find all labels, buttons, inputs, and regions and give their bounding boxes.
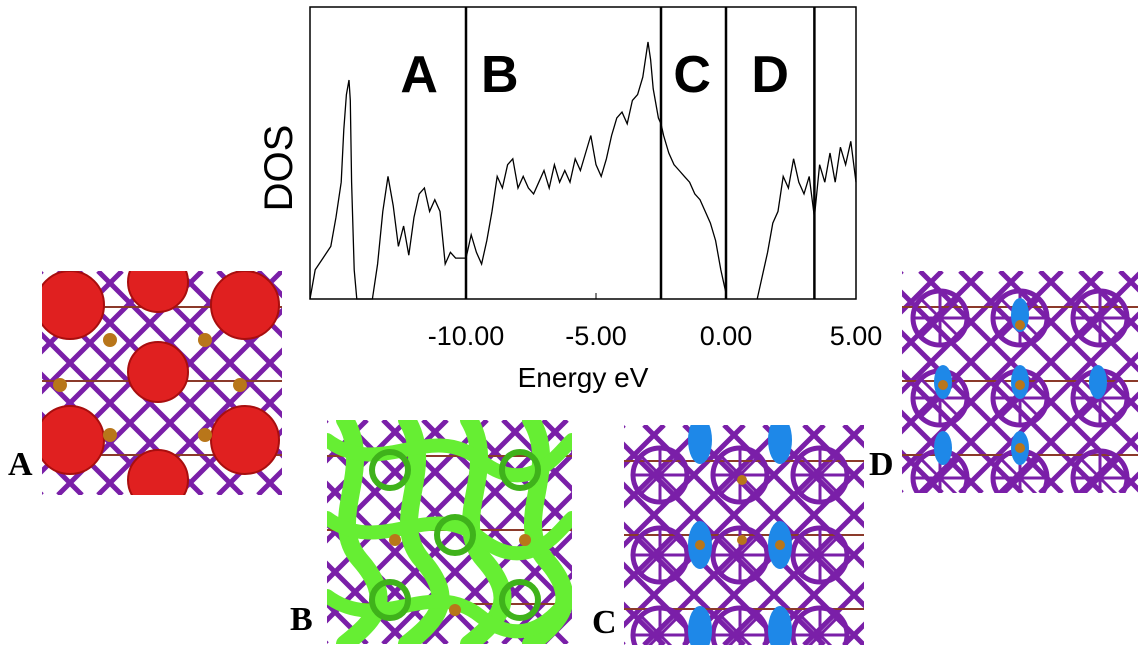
- plot-frame: [309, 6, 857, 300]
- metal-atom: [695, 540, 705, 550]
- lattice-bonds-c: [624, 425, 864, 645]
- structure-panel-c: [624, 425, 864, 645]
- y-axis-title: DOS: [257, 125, 301, 212]
- isosurface-lobe: [688, 425, 712, 464]
- isosurface-tube: [327, 589, 572, 639]
- isosurface-blob: [127, 341, 189, 403]
- isosurface-blob: [127, 271, 189, 313]
- metal-atom: [737, 535, 747, 545]
- structure-panel-b: [327, 420, 572, 644]
- isosurface-a: [42, 271, 280, 495]
- isosurface-tube: [398, 420, 450, 644]
- metal-atom: [1015, 443, 1025, 453]
- dos-series-line: [309, 41, 727, 300]
- isosurface-blob: [42, 271, 105, 340]
- region-label: A: [400, 46, 438, 104]
- metal-atom: [198, 333, 212, 347]
- x-axis-title: Energy eV: [518, 362, 649, 393]
- isosurface-d: [934, 298, 1107, 465]
- region-boundaries: [464, 7, 816, 299]
- region-label: B: [481, 46, 519, 104]
- isosurface-b: [327, 420, 572, 644]
- panel-letter-b: B: [290, 601, 313, 638]
- isosurface-lobe: [768, 425, 792, 464]
- metal-atom: [737, 475, 747, 485]
- metal-atom: [938, 380, 948, 390]
- metal-atom: [1015, 320, 1025, 330]
- isosurface-lobe: [934, 431, 952, 465]
- isosurface-lobe: [1089, 365, 1107, 399]
- x-tick-label: 0.00: [700, 321, 753, 351]
- x-tick-label: -10.00: [428, 321, 505, 351]
- metal-atom: [389, 534, 401, 546]
- metal-atom: [53, 378, 67, 392]
- metal-atom: [775, 540, 785, 550]
- isosurface-c: [688, 425, 792, 645]
- dos-series: [309, 41, 857, 300]
- dos-series-line: [756, 141, 857, 300]
- isosurface-blob: [210, 271, 280, 340]
- isosurface-lobe: [688, 606, 712, 645]
- panel-letter-c: C: [592, 604, 617, 641]
- isosurface-tube: [336, 420, 388, 644]
- metal-atom: [519, 534, 531, 546]
- isosurface-blob: [42, 405, 105, 475]
- isosurface-blob: [127, 449, 189, 495]
- structure-panel-a: [42, 271, 282, 495]
- isosurface-tube: [327, 433, 572, 483]
- region-label: C: [673, 46, 711, 104]
- metal-atom: [103, 428, 117, 442]
- panel-letter-a: A: [8, 446, 33, 483]
- x-tick-label: 5.00: [830, 321, 883, 351]
- region-label: D: [751, 46, 789, 104]
- metal-atom: [103, 333, 117, 347]
- structure-panel-d: [902, 271, 1138, 493]
- panel-letter-d: D: [869, 446, 894, 483]
- isosurface-lobe: [768, 606, 792, 645]
- metal-atom: [198, 428, 212, 442]
- metal-atom: [1015, 380, 1025, 390]
- isosurface-blob: [210, 405, 280, 475]
- metal-atom: [449, 604, 461, 616]
- x-ticks: -10.00 -5.00 0.00 5.00: [428, 293, 883, 351]
- metal-atom: [233, 378, 247, 392]
- x-tick-label: -5.00: [565, 321, 627, 351]
